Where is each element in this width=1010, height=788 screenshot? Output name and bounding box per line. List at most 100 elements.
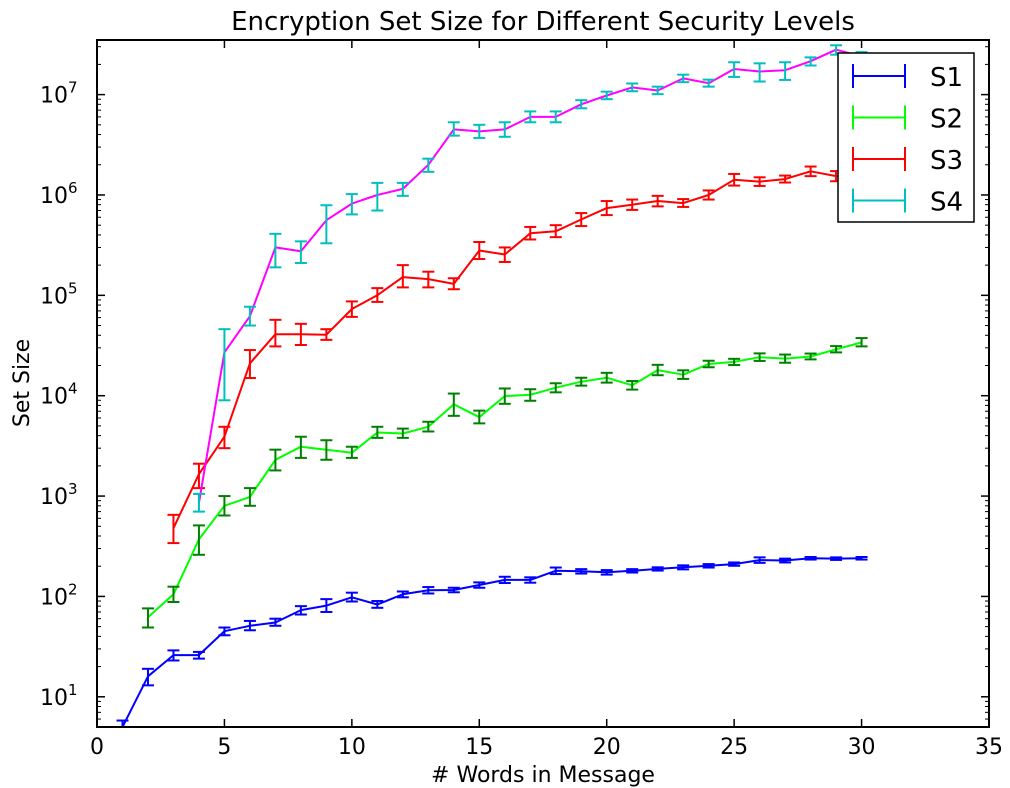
x-tick-label: 25 — [720, 735, 748, 760]
x-tick-label: 5 — [217, 735, 231, 760]
legend: S1 S2 S3 S4 — [837, 52, 975, 223]
error-bar-s2 — [269, 448, 282, 472]
y-tick-exponent: 7 — [68, 79, 78, 97]
error-bar-s4 — [575, 99, 588, 110]
error-bar-s4 — [422, 157, 435, 173]
error-bar-s2 — [167, 585, 180, 603]
error-bar-s2 — [345, 445, 358, 459]
error-bar-s2 — [320, 439, 333, 461]
series-s4 — [192, 44, 868, 513]
error-bar-s2 — [575, 376, 588, 387]
series-s2 — [141, 337, 868, 629]
chart-title: Encryption Set Size for Different Securi… — [231, 7, 855, 37]
error-bar-s2 — [779, 353, 792, 364]
error-bar-s1 — [243, 619, 256, 632]
error-bar-s2 — [473, 409, 486, 425]
error-bar-s2 — [396, 427, 409, 439]
error-bar-s2 — [677, 369, 690, 380]
error-bar-s2 — [728, 357, 741, 367]
error-bar-s1 — [422, 586, 435, 595]
error-bar-s2 — [753, 352, 766, 362]
error-bar-s4 — [218, 328, 231, 402]
error-bar-s1 — [575, 568, 588, 575]
error-bar-s3 — [626, 198, 639, 211]
legend-entry-s3: S3 — [852, 146, 963, 176]
error-bar-s4 — [269, 232, 282, 269]
error-bar-s3 — [728, 172, 741, 187]
y-tick-exponent: 6 — [68, 179, 78, 197]
error-bar-s3 — [575, 212, 588, 228]
error-bar-s2 — [422, 420, 435, 433]
error-bar-s4 — [702, 78, 715, 88]
y-tick-exponent: 1 — [68, 681, 78, 699]
error-bar-s4 — [651, 85, 664, 96]
legend-entry-s2: S2 — [852, 105, 963, 135]
x-tick-label: 10 — [338, 735, 366, 760]
error-bar-s3 — [320, 328, 333, 341]
error-bar-s3 — [345, 300, 358, 318]
error-bar-s1 — [192, 650, 205, 660]
error-bar-s4 — [371, 181, 384, 212]
plot-frame — [96, 39, 990, 728]
error-bar-s3 — [269, 318, 282, 348]
error-bar-s4 — [294, 240, 307, 264]
error-bar-s1 — [345, 591, 358, 603]
error-bar-s4 — [728, 61, 741, 78]
x-tick-label: 30 — [848, 735, 876, 760]
error-bar-s1 — [269, 617, 282, 627]
error-bar-s3 — [524, 225, 537, 241]
error-bar-s4 — [549, 110, 562, 124]
series-s1 — [116, 556, 868, 727]
error-bar-s4 — [626, 82, 639, 93]
error-bar-s1 — [677, 564, 690, 571]
y-tick-exponent: 2 — [68, 580, 78, 598]
x-tick-label: 0 — [90, 735, 104, 760]
error-bar-s1 — [626, 568, 639, 574]
error-bar-s3 — [779, 174, 792, 184]
error-bar-s3 — [396, 264, 409, 289]
error-bar-s3 — [600, 200, 613, 217]
error-bar-s1 — [294, 605, 307, 616]
x-tick-label: 20 — [593, 735, 621, 760]
error-bar-s4 — [779, 61, 792, 81]
error-bar-s3 — [677, 198, 690, 208]
error-bar-s2 — [626, 380, 639, 391]
x-tick-label: 15 — [465, 735, 493, 760]
error-bar-s4 — [396, 181, 409, 197]
error-bar-s2 — [702, 359, 715, 369]
error-bar-s3 — [804, 165, 817, 178]
series-line-s3 — [172, 170, 862, 529]
error-bar-s1 — [218, 626, 231, 637]
error-bar-s4 — [473, 123, 486, 139]
error-bar-s1 — [549, 566, 562, 576]
error-bar-s4 — [600, 90, 613, 101]
error-bar-s1 — [396, 590, 409, 599]
error-bar-s2 — [549, 382, 562, 394]
error-bar-s1 — [753, 556, 766, 564]
error-bar-s3 — [702, 189, 715, 201]
y-tick-exponent: 3 — [68, 480, 78, 498]
error-bar-s2 — [651, 363, 664, 377]
plot-area — [116, 44, 868, 727]
legend-label: S3 — [930, 146, 963, 176]
y-tick-exponent: 5 — [68, 279, 78, 297]
error-bar-s1 — [371, 600, 384, 609]
error-bar-s1 — [141, 667, 154, 687]
error-bar-s1 — [855, 556, 868, 561]
error-bar-s2 — [141, 607, 154, 629]
error-bar-s1 — [779, 557, 792, 564]
legend-entry-s4: S4 — [852, 188, 963, 218]
error-bar-s4 — [677, 73, 690, 84]
plot-layer — [116, 44, 868, 727]
error-bar-s3 — [294, 322, 307, 346]
error-bar-s2 — [218, 495, 231, 517]
error-bar-s2 — [524, 388, 537, 402]
error-bar-s2 — [192, 524, 205, 556]
error-bar-s3 — [651, 194, 664, 208]
error-bar-s2 — [294, 435, 307, 459]
error-bar-s3 — [167, 513, 180, 545]
error-bar-s2 — [498, 387, 511, 405]
y-tick-exponent: 4 — [68, 380, 78, 398]
legend-label: S4 — [930, 188, 963, 218]
